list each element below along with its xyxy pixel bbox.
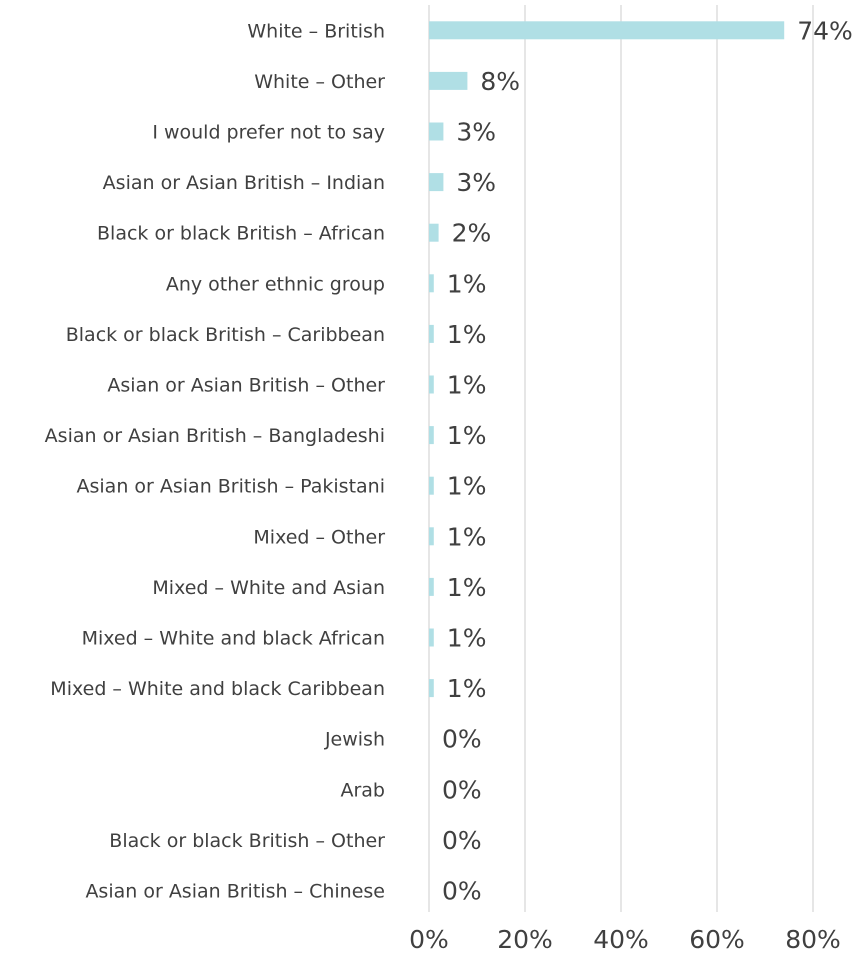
category-label: Mixed – White and Asian: [152, 577, 385, 599]
value-label: 8%: [480, 67, 520, 96]
bars: [429, 21, 785, 698]
value-label: 1%: [447, 522, 487, 551]
value-label: 1%: [447, 320, 487, 349]
category-label: Asian or Asian British – Pakistani: [77, 476, 386, 498]
bar: [429, 527, 434, 546]
value-label: 3%: [456, 118, 496, 147]
category-label: White – British: [247, 20, 385, 42]
category-label: Asian or Asian British – Chinese: [85, 881, 385, 903]
value-label: 0%: [442, 877, 482, 906]
value-label: 1%: [447, 269, 487, 298]
value-labels: 74% 8% 3% 3% 2% 1% 1% 1% 1% 1% 1% 1% 1% 1% 0% 0% 0% 0%: [442, 16, 852, 905]
category-label: White – Other: [254, 71, 385, 93]
gridlines: [428, 5, 814, 912]
category-label: Asian or Asian British – Other: [107, 375, 385, 397]
bar: [429, 223, 439, 242]
bar: [429, 679, 434, 698]
value-label: 1%: [447, 573, 487, 602]
value-label: 2%: [452, 219, 492, 248]
category-label: Jewish: [324, 729, 385, 751]
bar: [429, 324, 434, 343]
category-label: Mixed – Other: [253, 526, 385, 548]
bar: [429, 628, 434, 647]
value-label: 1%: [447, 674, 487, 703]
value-label: 1%: [447, 472, 487, 501]
value-label: 1%: [447, 624, 487, 653]
category-label: I would prefer not to say: [152, 122, 385, 144]
x-tick-label: 80%: [785, 925, 841, 954]
x-tick-label: 20%: [497, 925, 553, 954]
value-label: 0%: [442, 725, 482, 754]
value-label: 0%: [442, 826, 482, 855]
value-label: 3%: [456, 168, 496, 197]
category-label: Black or black British – African: [97, 223, 385, 245]
x-tick-label: 0%: [409, 925, 449, 954]
category-labels: White – British White – Other I would pref…: [45, 20, 386, 902]
bar: [429, 71, 468, 90]
bar: [429, 476, 434, 495]
bar: [429, 274, 434, 293]
category-label: Mixed – White and black African: [82, 628, 385, 650]
bar: [429, 21, 785, 40]
bar: [429, 375, 434, 394]
category-label: Any other ethnic group: [166, 273, 385, 295]
x-axis-tick-labels: 0% 20% 40% 60% 80%: [409, 925, 841, 954]
category-label: Black or black British – Caribbean: [66, 324, 385, 346]
category-label: Asian or Asian British – Indian: [103, 172, 385, 194]
value-label: 0%: [442, 775, 482, 804]
value-label: 1%: [447, 421, 487, 450]
category-label: Arab: [340, 779, 385, 801]
bar: [429, 173, 444, 192]
category-label: Mixed – White and black Caribbean: [50, 678, 385, 700]
bar: [429, 122, 444, 141]
category-label: Asian or Asian British – Bangladeshi: [45, 425, 385, 447]
x-tick-label: 60%: [689, 925, 745, 954]
value-label: 1%: [447, 371, 487, 400]
x-tick-label: 40%: [593, 925, 649, 954]
bar: [429, 426, 434, 445]
bar: [429, 577, 434, 596]
category-label: Black or black British – Other: [109, 830, 385, 852]
value-label: 74%: [797, 16, 852, 45]
